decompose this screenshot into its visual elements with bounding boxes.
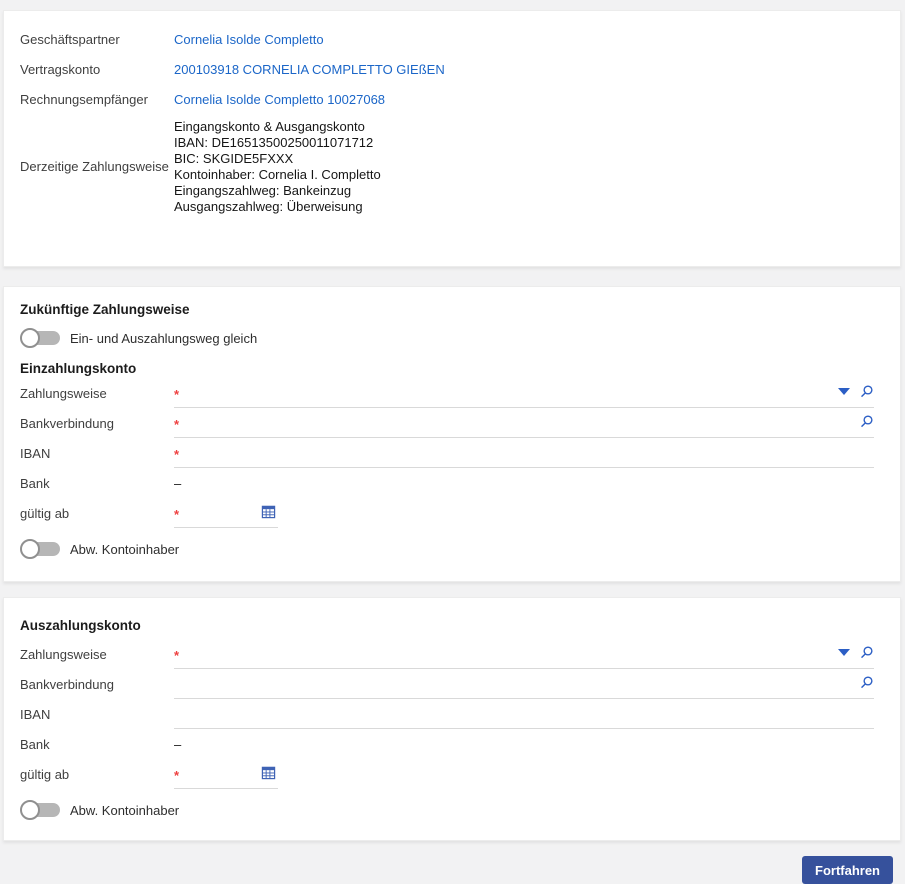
- required-marker: *: [174, 446, 180, 462]
- auszahlung-gueltig-ab-row: gültig ab *: [20, 759, 874, 789]
- info-row: Vertragskonto 200103918 CORNELIA COMPLET…: [20, 54, 874, 84]
- alt-holder-toggle-label: Abw. Kontoinhaber: [70, 541, 180, 557]
- current-payment-line: Eingangskonto & Ausgangskonto: [174, 119, 365, 134]
- current-payment-row: Derzeitige Zahlungsweise Eingangskonto &…: [20, 114, 874, 218]
- current-payment-details: Eingangskonto & Ausgangskonto IBAN: DE16…: [174, 114, 874, 218]
- partner-info-card: Geschäftspartner Cornelia Isolde Complet…: [3, 10, 901, 267]
- toggle-knob: [20, 539, 40, 559]
- alt-holder-toggle-label: Abw. Kontoinhaber: [70, 802, 180, 818]
- same-way-toggle[interactable]: [20, 328, 60, 348]
- bank-label: Bank: [20, 475, 50, 491]
- auszahlung-bank-row: Bank –: [20, 729, 874, 759]
- zahlungsweise-label: Zahlungsweise: [20, 646, 107, 662]
- einzahlungskonto-title: Einzahlungskonto: [20, 361, 137, 376]
- auszahlung-alt-holder-toggle[interactable]: [20, 800, 60, 820]
- einzahlung-bank-row: Bank –: [20, 468, 874, 498]
- info-row: Rechnungsempfänger Cornelia Isolde Compl…: [20, 84, 874, 114]
- auszahlung-iban-input[interactable]: [174, 699, 874, 729]
- current-payment-line: IBAN: DE16513500250011071712: [174, 135, 374, 150]
- auszahlung-zahlungsweise-row: Zahlungsweise *: [20, 639, 874, 669]
- einzahlung-bankverbindung-row: Bankverbindung *: [20, 408, 874, 438]
- search-icon[interactable]: [859, 384, 874, 399]
- rechnungsempfaenger-label: Rechnungsempfänger: [20, 91, 148, 107]
- auszahlung-bankverbindung-row: Bankverbindung: [20, 669, 874, 699]
- same-way-toggle-row: Ein- und Auszahlungsweg gleich: [20, 323, 874, 353]
- vertragskonto-label: Vertragskonto: [20, 61, 101, 77]
- einzahlung-bankverbindung-input[interactable]: *: [174, 408, 874, 438]
- search-icon[interactable]: [859, 414, 874, 429]
- required-marker: *: [174, 767, 180, 783]
- footer-bar: Fortfahren: [0, 841, 905, 884]
- iban-label: IBAN: [20, 445, 51, 461]
- search-icon[interactable]: [859, 675, 874, 690]
- einzahlung-alt-holder-toggle[interactable]: [20, 539, 60, 559]
- future-payment-card: Zukünftige Zahlungsweise Ein- und Auszah…: [3, 286, 901, 582]
- einzahlung-bank-value: –: [174, 475, 182, 491]
- auszahlung-gueltig-ab-input[interactable]: *: [174, 759, 278, 789]
- required-marker: *: [174, 416, 180, 432]
- calendar-icon[interactable]: [261, 765, 276, 780]
- einzahlung-gueltig-ab-input[interactable]: *: [174, 498, 278, 528]
- toggle-knob: [20, 328, 40, 348]
- calendar-icon[interactable]: [261, 504, 276, 519]
- current-payment-line: Kontoinhaber: Cornelia I. Completto: [174, 167, 381, 182]
- bankverbindung-label: Bankverbindung: [20, 676, 114, 692]
- vertragskonto-link[interactable]: 200103918 CORNELIA COMPLETTO GIEßEN: [174, 61, 445, 77]
- required-marker: *: [174, 647, 180, 663]
- auszahlung-iban-row: IBAN: [20, 699, 874, 729]
- auszahlung-alt-holder-toggle-row: Abw. Kontoinhaber: [20, 795, 874, 825]
- einzahlung-iban-input[interactable]: *: [174, 438, 874, 468]
- continue-button[interactable]: Fortfahren: [802, 856, 893, 884]
- einzahlung-zahlungsweise-input[interactable]: *: [174, 378, 874, 408]
- chevron-down-icon[interactable]: [838, 387, 850, 395]
- auszahlungskonto-title: Auszahlungskonto: [20, 618, 141, 633]
- search-icon[interactable]: [859, 645, 874, 660]
- auszahlung-bankverbindung-input[interactable]: [174, 669, 874, 699]
- bankverbindung-label: Bankverbindung: [20, 415, 114, 431]
- current-payment-line: BIC: SKGIDE5FXXX: [174, 151, 294, 166]
- bank-label: Bank: [20, 736, 50, 752]
- einzahlung-alt-holder-toggle-row: Abw. Kontoinhaber: [20, 534, 874, 564]
- toggle-knob: [20, 800, 40, 820]
- einzahlung-gueltig-ab-row: gültig ab *: [20, 498, 874, 528]
- gueltig-ab-label: gültig ab: [20, 505, 70, 521]
- chevron-down-icon[interactable]: [838, 648, 850, 656]
- einzahlung-zahlungsweise-row: Zahlungsweise *: [20, 378, 874, 408]
- current-payment-line: Eingangszahlweg: Bankeinzug: [174, 183, 352, 198]
- gueltig-ab-label: gültig ab: [20, 766, 70, 782]
- auszahlung-bank-value: –: [174, 736, 182, 752]
- required-marker: *: [174, 506, 180, 522]
- zahlungsweise-label: Zahlungsweise: [20, 385, 107, 401]
- iban-label: IBAN: [20, 706, 51, 722]
- einzahlung-iban-row: IBAN *: [20, 438, 874, 468]
- geschaeftspartner-label: Geschäftspartner: [20, 31, 120, 47]
- rechnungsempfaenger-link[interactable]: Cornelia Isolde Completto 10027068: [174, 91, 386, 107]
- auszahlung-zahlungsweise-input[interactable]: *: [174, 639, 874, 669]
- required-marker: *: [174, 386, 180, 402]
- current-payment-line: Ausgangszahlweg: Überweisung: [174, 199, 363, 214]
- geschaeftspartner-link[interactable]: Cornelia Isolde Completto: [174, 31, 324, 47]
- auszahlungskonto-card: Auszahlungskonto Zahlungsweise * Bankver…: [3, 597, 901, 841]
- future-payment-title: Zukünftige Zahlungsweise: [20, 302, 190, 317]
- current-payment-label: Derzeitige Zahlungsweise: [20, 158, 169, 174]
- info-row: Geschäftspartner Cornelia Isolde Complet…: [20, 24, 874, 54]
- same-way-toggle-label: Ein- und Auszahlungsweg gleich: [70, 330, 258, 346]
